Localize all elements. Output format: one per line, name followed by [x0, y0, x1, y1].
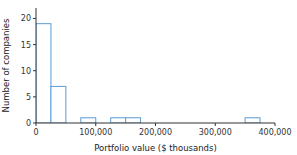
x-tick — [275, 123, 276, 126]
x-tick-label: 100,000 — [79, 128, 112, 137]
bar — [51, 86, 66, 123]
bar — [111, 118, 126, 123]
x-tick — [155, 123, 156, 126]
y-tick — [33, 123, 36, 124]
y-tick-label: 0 — [26, 119, 31, 128]
y-tick-label: 10 — [21, 67, 31, 76]
y-axis-line — [36, 8, 37, 123]
bar — [36, 24, 51, 123]
x-tick-label: 300,000 — [199, 128, 232, 137]
y-tick — [33, 18, 36, 19]
x-tick — [95, 123, 96, 126]
bar — [81, 118, 96, 123]
x-tick-label: 0 — [33, 128, 38, 137]
x-tick-label: 400,000 — [258, 128, 291, 137]
y-tick-label: 15 — [21, 41, 31, 50]
chart: 0 100,000 200,000 300,000 400,000 0 5 10 15 20 Por… — [0, 0, 297, 155]
x-tick — [215, 123, 216, 126]
y-tick — [33, 70, 36, 71]
y-tick — [33, 96, 36, 97]
y-tick-label: 5 — [26, 93, 31, 102]
y-tick — [33, 44, 36, 45]
y-axis-label: Number of companies — [1, 18, 11, 112]
x-axis-label: Portfolio value ($ thousands) — [94, 143, 217, 153]
bars — [36, 24, 260, 123]
bar — [126, 118, 141, 123]
bar — [245, 118, 260, 123]
x-tick-label: 200,000 — [139, 128, 172, 137]
y-tick-label: 20 — [21, 14, 31, 23]
